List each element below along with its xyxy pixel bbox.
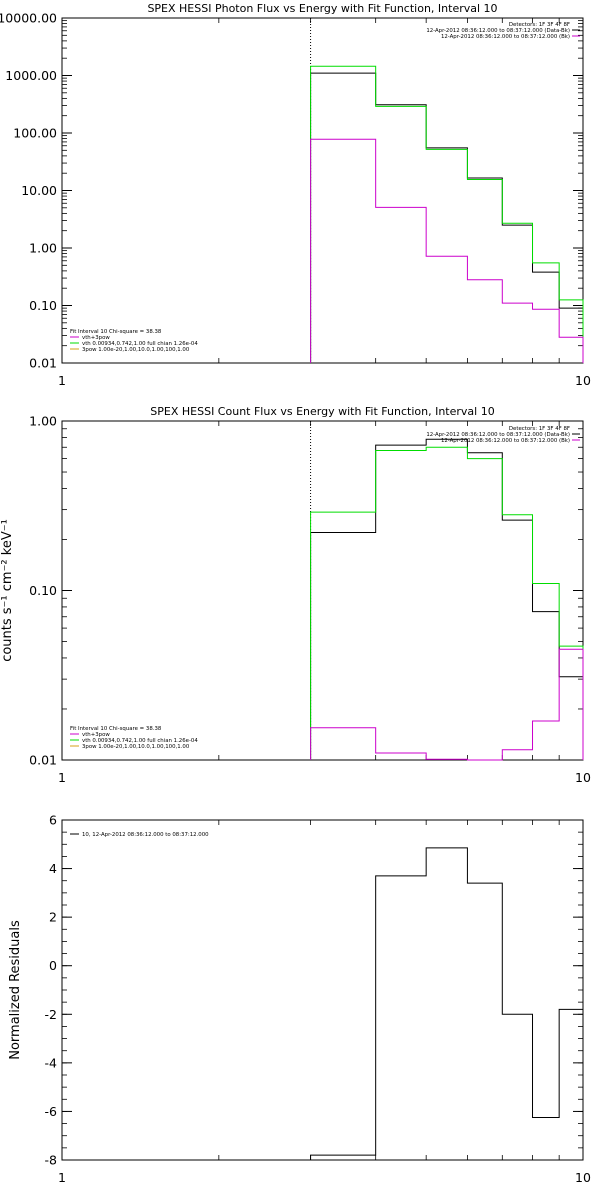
y-tick-label: -8 — [45, 1153, 58, 1168]
series-line-2 — [310, 446, 584, 760]
legend-entry: vth+3pow — [82, 732, 110, 738]
y-tick-label: 1.00 — [29, 414, 57, 429]
header-line: 12-Apr-2012 08:36:12.000 to 08:37:12.000… — [441, 34, 570, 40]
y-tick-label: 2 — [49, 910, 57, 925]
series-line-3 — [310, 648, 584, 761]
plot-panel-1: SPEX HESSI Photon Flux vs Energy with Fi… — [0, 2, 591, 388]
header-line: Detectors: 1F 3F 4F 8F — [509, 22, 570, 28]
header-line: 12-Apr-2012 08:36:12.000 to 08:37:12.000… — [426, 28, 570, 34]
y-axis-label: counts s⁻¹ cm⁻² keV⁻¹ — [0, 519, 15, 662]
series-line-2 — [310, 65, 584, 363]
y-tick-label: -6 — [45, 1104, 58, 1119]
plot-frame — [61, 819, 584, 1161]
fit-legend: Fit Interval 10 Chi-square = 38.38vth+3p… — [70, 726, 198, 750]
x-tick-label: 10 — [575, 1170, 591, 1185]
legend-entry: vth+3pow — [82, 335, 110, 341]
series-line-3 — [310, 138, 584, 363]
x-tick-label: 10 — [575, 373, 591, 388]
y-tick-label: 100.00 — [13, 126, 57, 141]
y-tick-label: 10.00 — [21, 183, 57, 198]
fit-legend: Fit Interval 10 Chi-square = 38.38vth+3p… — [70, 329, 198, 353]
fit-legend: 10, 12-Apr-2012 08:36:12.000 to 08:37:12… — [70, 832, 209, 838]
y-tick-label: 0.10 — [29, 583, 57, 598]
chart-title: SPEX HESSI Count Flux vs Energy with Fit… — [150, 405, 494, 418]
legend-entry: Fit Interval 10 Chi-square = 38.38 — [70, 329, 162, 335]
y-tick-label: 10000.00 — [0, 11, 57, 26]
header-line: Detectors: 1F 3F 4F 8F — [509, 426, 570, 432]
y-tick-label: 4 — [49, 861, 57, 876]
series-line-1 — [310, 72, 584, 363]
y-tick-label: 1000.00 — [5, 68, 57, 83]
plot-frame — [61, 420, 584, 761]
header-line: 12-Apr-2012 08:36:12.000 to 08:37:12.000… — [441, 438, 570, 444]
y-tick-label: 0.01 — [29, 753, 57, 768]
y-tick-label: -4 — [45, 1055, 58, 1070]
series-line-1 — [310, 847, 584, 1160]
y-tick-label: 1.00 — [29, 241, 57, 256]
x-tick-label: 1 — [58, 770, 66, 785]
x-tick-label: 10 — [575, 770, 591, 785]
y-tick-label: 0.01 — [29, 356, 57, 371]
y-tick-label: -2 — [45, 1007, 57, 1022]
plot-panel-2: SPEX HESSI Count Flux vs Energy with Fit… — [0, 405, 591, 785]
legend-entry: vth 0.00934,0.742,1.00 full chian 1.26e-… — [82, 738, 198, 744]
plot-frame — [61, 17, 584, 364]
legend-entry: Fit Interval 10 Chi-square = 38.38 — [70, 726, 162, 732]
y-axis-label: Normalized Residuals — [8, 920, 23, 1060]
header-line: 12-Apr-2012 08:36:12.000 to 08:37:12.000… — [426, 432, 570, 438]
legend-entry: vth 0.00934,0.742,1.00 full chian 1.26e-… — [82, 341, 198, 347]
x-tick-label: 1 — [58, 373, 66, 388]
y-tick-label: 0.10 — [29, 298, 57, 313]
x-tick-label: 1 — [58, 1170, 66, 1185]
legend-entry: 3pow 1.00e-20,1.00,10.0,1.00,100,1.00 — [82, 347, 190, 353]
legend-entry: 10, 12-Apr-2012 08:36:12.000 to 08:37:12… — [82, 832, 209, 838]
y-tick-label: 6 — [49, 813, 57, 828]
y-tick-label: 0 — [49, 958, 57, 973]
series-line-1 — [310, 438, 584, 760]
legend-entry: 3pow 1.00e-20,1.00,10.0,1.00,100,1.00 — [82, 744, 190, 750]
plot-panel-3: 1 10 -8 -6 -4 -2 0 2 4 6 Normalized Residuals 10, 1… — [8, 813, 591, 1186]
chart-title: SPEX HESSI Photon Flux vs Energy with Fi… — [147, 2, 497, 15]
